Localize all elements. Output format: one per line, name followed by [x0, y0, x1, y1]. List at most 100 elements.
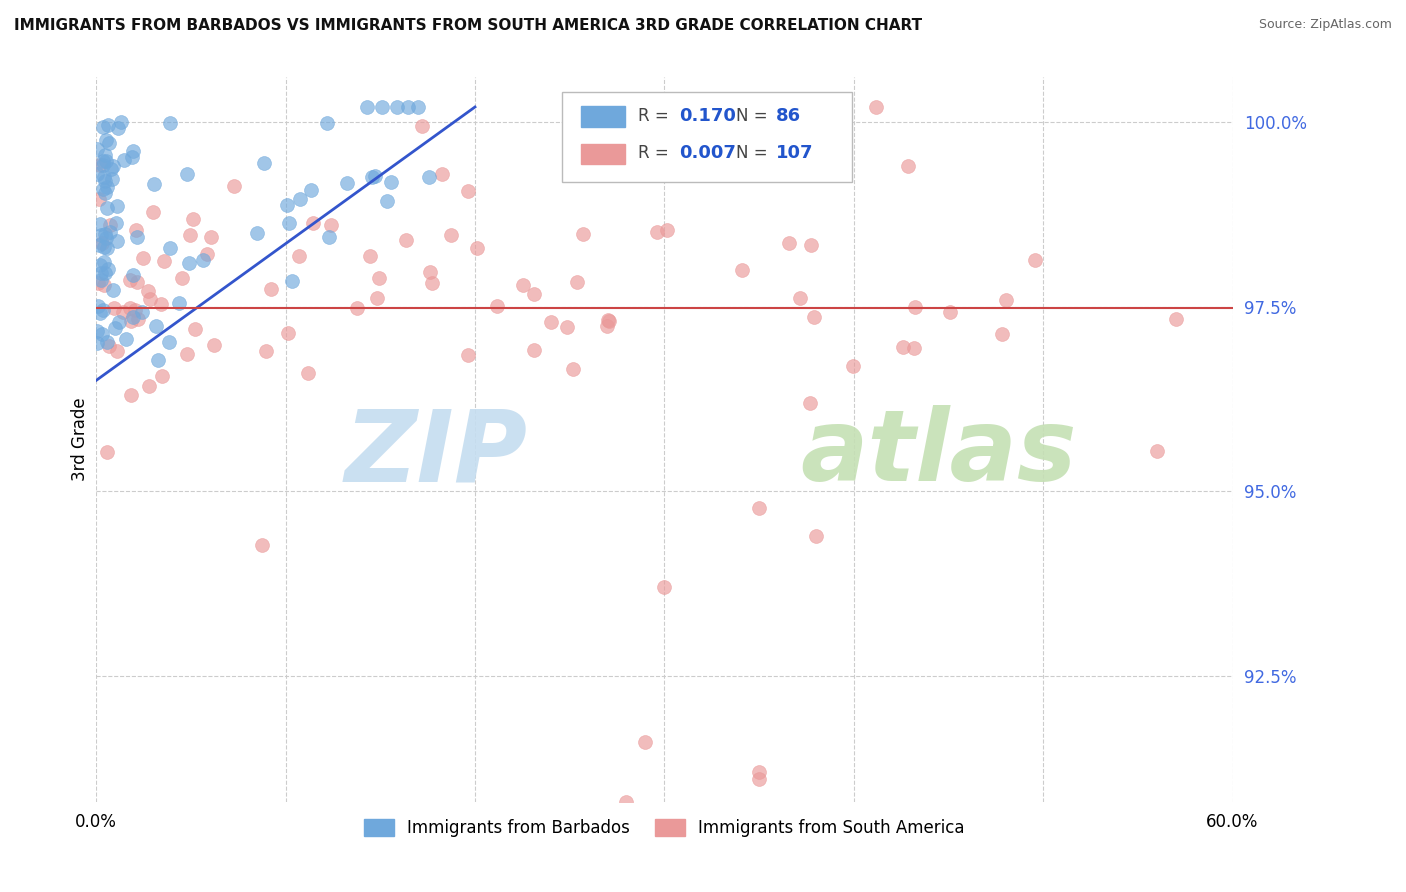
Text: IMMIGRANTS FROM BARBADOS VS IMMIGRANTS FROM SOUTH AMERICA 3RD GRADE CORRELATION : IMMIGRANTS FROM BARBADOS VS IMMIGRANTS F…: [14, 18, 922, 33]
Point: [86, 167, 108, 181]
Point: [486, 299, 509, 313]
Point: [159, 241, 181, 255]
Point: [555, 320, 578, 334]
Point: [86, 336, 108, 351]
Point: [903, 342, 925, 356]
Point: [94, 266, 117, 280]
Point: [799, 396, 821, 410]
Point: [125, 230, 148, 244]
Point: [94, 133, 117, 147]
Point: [260, 281, 283, 295]
Point: [598, 314, 620, 328]
Point: [150, 369, 173, 384]
Point: [465, 241, 488, 255]
Point: [561, 361, 583, 376]
Point: [395, 233, 418, 247]
Point: [523, 343, 546, 357]
Point: [252, 538, 274, 552]
Point: [97, 118, 120, 132]
Point: [778, 236, 800, 251]
Point: [616, 795, 638, 809]
Point: [121, 268, 143, 282]
Point: [96, 180, 118, 194]
Text: 107: 107: [776, 145, 813, 162]
Point: [634, 735, 657, 749]
Point: [136, 284, 159, 298]
Point: [86, 142, 108, 156]
Text: Source: ZipAtlas.com: Source: ZipAtlas.com: [1258, 18, 1392, 31]
Point: [101, 159, 124, 173]
Point: [565, 275, 588, 289]
Y-axis label: 3rd Grade: 3rd Grade: [72, 398, 89, 482]
Point: [318, 230, 340, 244]
Point: [89, 306, 111, 320]
Point: [356, 100, 378, 114]
Point: [1024, 252, 1046, 267]
Point: [98, 339, 121, 353]
Point: [143, 177, 166, 191]
Point: [90, 273, 112, 287]
Point: [276, 326, 298, 340]
Point: [804, 528, 827, 542]
Point: [153, 254, 176, 268]
Point: [336, 176, 359, 190]
Point: [276, 198, 298, 212]
Point: [418, 169, 440, 184]
Point: [93, 148, 115, 162]
Point: [176, 167, 198, 181]
Point: [419, 265, 441, 279]
Point: [107, 121, 129, 136]
Point: [645, 226, 668, 240]
Point: [364, 169, 387, 183]
Point: [115, 332, 138, 346]
Point: [93, 120, 115, 134]
Point: [159, 116, 181, 130]
Point: [184, 321, 207, 335]
Point: [371, 100, 394, 114]
Point: [375, 194, 398, 209]
Point: [132, 251, 155, 265]
Point: [122, 310, 145, 324]
Point: [138, 378, 160, 392]
Point: [572, 227, 595, 241]
Point: [94, 154, 117, 169]
Point: [87, 299, 110, 313]
Point: [145, 319, 167, 334]
Point: [142, 205, 165, 219]
Point: [1164, 312, 1187, 326]
Point: [149, 297, 172, 311]
Text: ZIP: ZIP: [344, 406, 529, 502]
Point: [89, 158, 111, 172]
Point: [104, 216, 127, 230]
Text: N =: N =: [735, 107, 773, 125]
Point: [125, 223, 148, 237]
Point: [253, 156, 276, 170]
Point: [360, 169, 382, 184]
Point: [105, 343, 128, 358]
Point: [96, 201, 118, 215]
Point: [89, 258, 111, 272]
Point: [396, 100, 419, 114]
Point: [93, 278, 115, 293]
Point: [101, 172, 124, 186]
Point: [96, 445, 118, 459]
Point: [408, 100, 430, 114]
Point: [110, 115, 132, 129]
Point: [181, 212, 204, 227]
Point: [287, 249, 309, 263]
Point: [387, 100, 409, 114]
Point: [995, 293, 1018, 308]
Point: [90, 327, 112, 342]
Point: [195, 246, 218, 260]
Bar: [582, 145, 624, 164]
Point: [111, 305, 134, 319]
Point: [748, 772, 770, 787]
Text: 0.170: 0.170: [679, 107, 735, 125]
Point: [598, 313, 620, 327]
Point: [654, 580, 676, 594]
Point: [120, 273, 142, 287]
Point: [87, 276, 110, 290]
Point: [991, 327, 1014, 342]
Point: [420, 277, 443, 291]
Point: [167, 296, 190, 310]
